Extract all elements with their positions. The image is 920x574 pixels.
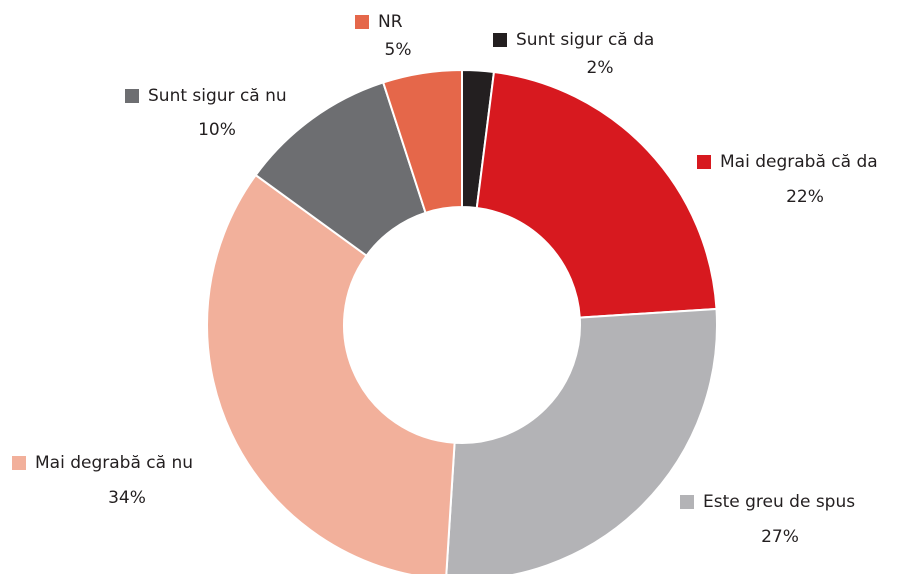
value-label: 22%	[786, 187, 824, 207]
donut-slice	[445, 307, 718, 574]
legend-swatch	[680, 495, 694, 509]
donut-slice	[381, 68, 463, 215]
value-label: 10%	[198, 120, 236, 140]
value-label: 34%	[108, 488, 146, 508]
legend-swatch	[697, 155, 711, 169]
legend-label: Mai degrabă că da	[720, 152, 878, 172]
legend-swatch	[355, 15, 369, 29]
legend-label: Sunt sigur că nu	[148, 86, 287, 106]
legend-label: Mai degrabă că nu	[35, 453, 193, 473]
legend-swatch	[493, 33, 507, 47]
legend-label: Sunt sigur că da	[516, 30, 654, 50]
value-label: 2%	[587, 58, 614, 78]
value-label: 5%	[385, 40, 412, 60]
legend-swatch	[12, 456, 26, 470]
legend-label: Este greu de spus	[703, 492, 855, 512]
legend-swatch	[125, 89, 139, 103]
donut-slice	[206, 173, 456, 574]
donut-slice	[475, 70, 718, 319]
value-label: 27%	[761, 527, 799, 547]
legend-label: NR	[378, 12, 403, 32]
